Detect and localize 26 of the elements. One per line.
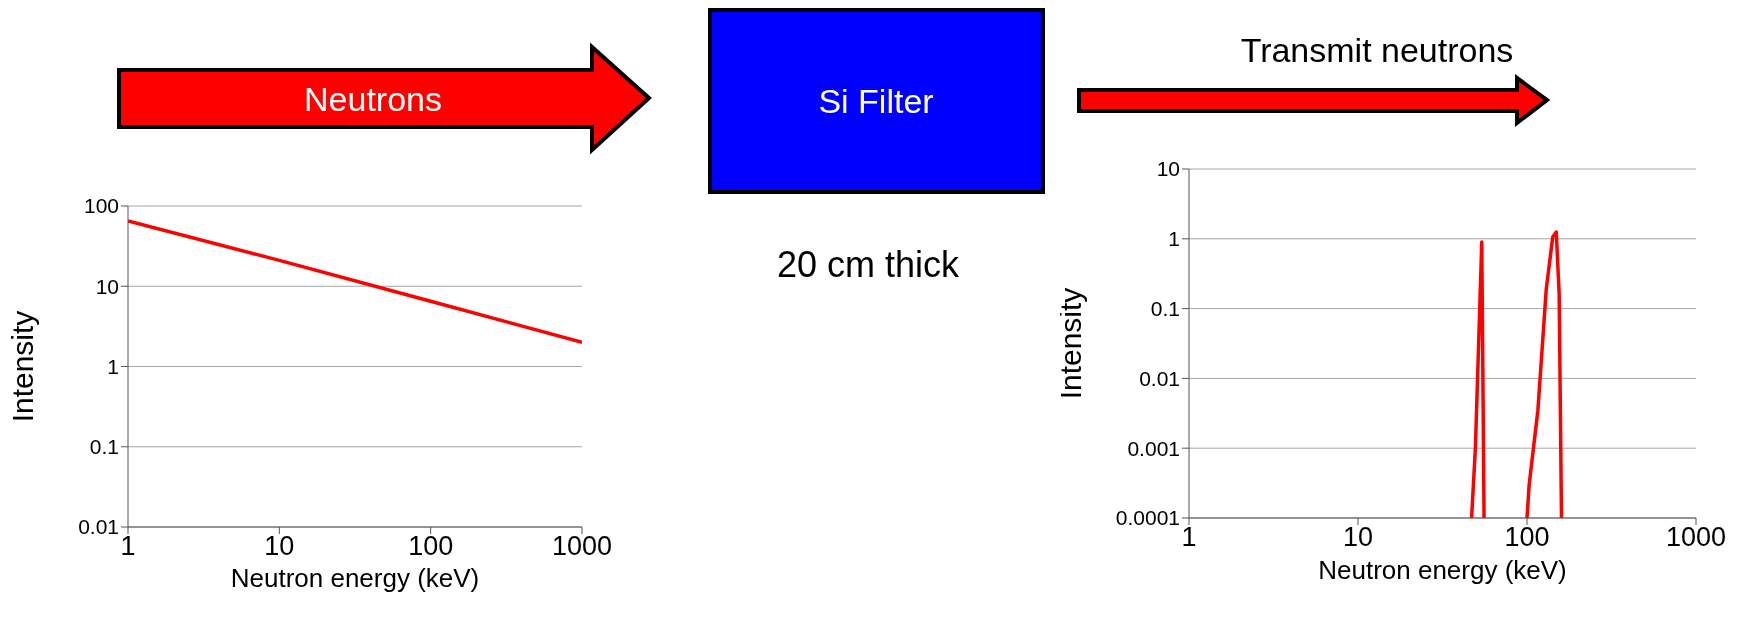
- y-tick-label: 1: [107, 354, 119, 378]
- y-axis-title: Intensity: [5, 310, 39, 423]
- x-tick-label: 10: [264, 531, 295, 562]
- y-tick-label: 10: [95, 274, 119, 298]
- x-tick-label: 1000: [1665, 522, 1727, 553]
- x-tick-label: 100: [1504, 522, 1550, 553]
- y-tick-label: 0.01: [78, 515, 119, 539]
- y-tick-label: 0.01: [1139, 366, 1180, 390]
- y-tick-label: 0.0001: [1115, 506, 1180, 530]
- line-series: [128, 219, 582, 345]
- text: 20 cm thick: [776, 244, 961, 285]
- x-axis-title: Neutron energy (keV): [230, 563, 480, 593]
- line-series: [1525, 230, 1564, 518]
- x-axis-title: Neutron energy (keV): [1318, 555, 1567, 585]
- y-tick-label: 1: [1168, 227, 1180, 251]
- x-tick-label: 100: [408, 531, 454, 562]
- y-tick-label: 0.1: [1150, 297, 1180, 321]
- text: Neutrons: [304, 80, 442, 118]
- y-tick-label: 0.1: [89, 435, 119, 459]
- y-tick-label: 100: [83, 194, 119, 218]
- y-tick-label: 10: [1156, 157, 1180, 181]
- y-tick-label: 0.001: [1127, 436, 1180, 460]
- x-tick-label: 10: [1342, 522, 1374, 553]
- text: Transmit neutrons: [1240, 31, 1514, 69]
- text: Si Filter: [818, 82, 934, 120]
- x-tick-label: 1000: [551, 531, 613, 562]
